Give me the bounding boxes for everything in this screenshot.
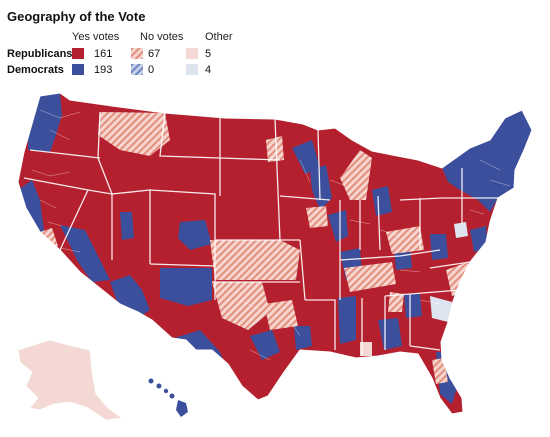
count-dem-other: 4	[205, 64, 212, 76]
legend-col-yes: Yes votes	[72, 31, 120, 43]
swatch-dem-no	[131, 64, 143, 75]
legend: Yes votes No votes Other Republicans Dem…	[0, 0, 550, 80]
legend-col-no: No votes	[140, 31, 184, 43]
us-outline	[17, 92, 533, 415]
count-dem-yes: 193	[94, 64, 113, 76]
count-rep-other: 5	[205, 48, 212, 60]
count-rep-no: 67	[148, 48, 161, 60]
map-title: Geography of the Vote	[7, 9, 146, 24]
swatch-rep-other	[186, 48, 198, 59]
count-dem-no: 0	[148, 64, 155, 76]
legend-col-other: Other	[205, 31, 233, 43]
hawaii	[148, 378, 188, 417]
count-rep-yes: 161	[94, 48, 113, 60]
swatch-rep-no	[131, 48, 143, 59]
swatch-rep-yes	[72, 48, 84, 59]
legend-row-republicans: Republicans	[7, 48, 73, 60]
legend-row-democrats: Democrats	[7, 64, 64, 76]
swatch-dem-other	[186, 64, 198, 75]
alaska	[17, 339, 124, 421]
swatch-dem-yes	[72, 64, 84, 75]
